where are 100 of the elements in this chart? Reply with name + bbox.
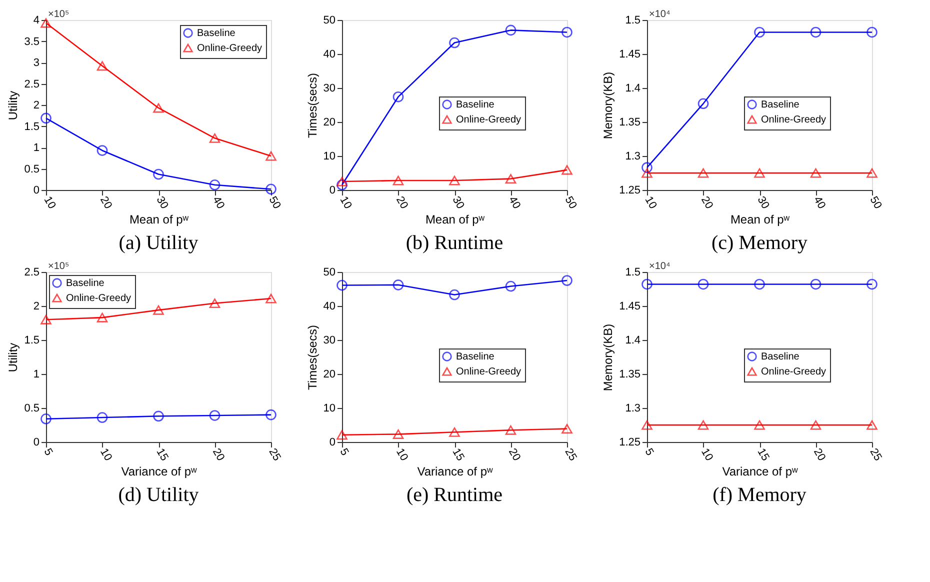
point	[209, 298, 220, 308]
legend-label: Online-Greedy	[456, 366, 522, 378]
point	[96, 312, 108, 322]
legend-label: Online-Greedy	[761, 114, 826, 126]
text: ×10⁴	[649, 9, 670, 20]
x-tick-label: 20	[394, 194, 410, 212]
y-tick-label: 1.3	[625, 150, 640, 162]
point	[392, 280, 404, 290]
x-axis-title: Mean of pʷ	[129, 212, 189, 227]
point	[505, 280, 516, 292]
y-tick-label: 40	[323, 300, 336, 312]
y-tick-label: 3.5	[24, 36, 40, 48]
point	[153, 168, 164, 180]
y-tick-label: 2	[33, 100, 40, 112]
point	[153, 305, 164, 315]
point	[810, 26, 822, 38]
x-tick-label: 5	[41, 446, 55, 458]
y-axis-title: Memory(KB)	[601, 324, 616, 392]
y-tick-label: 20	[323, 368, 336, 380]
legend-label: Baseline	[761, 100, 800, 110]
text: ×10⁵	[48, 9, 70, 20]
point	[209, 133, 220, 143]
legend-label: Online-Greedy	[456, 114, 522, 126]
x-tick-label: 50	[867, 194, 884, 212]
y-tick-label: 1.45	[619, 300, 640, 312]
point	[505, 24, 516, 36]
x-tick-label: 40	[506, 194, 523, 212]
x-axis-title: Mean of pʷ	[425, 212, 485, 227]
y-tick-label: 1.25	[619, 436, 640, 448]
y-tick-label: 1.5	[625, 266, 640, 278]
y-axis-title: Memory(KB)	[601, 72, 616, 140]
x-tick-label: 25	[266, 446, 283, 464]
x-tick-label: 50	[562, 194, 579, 212]
point	[153, 103, 164, 113]
point	[336, 430, 348, 440]
point	[642, 168, 652, 178]
x-tick-label: 10	[394, 446, 410, 464]
text: (a) Utility	[118, 232, 198, 254]
point	[449, 176, 460, 186]
point	[96, 145, 108, 156]
y-axis-title: Times(secs)	[305, 325, 320, 390]
point	[698, 98, 709, 110]
x-tick-label: 20	[811, 446, 828, 464]
y-axis-title: Times(secs)	[305, 73, 320, 138]
x-tick-label: 20	[506, 446, 523, 464]
y-tick-label: 1	[33, 142, 40, 154]
point	[449, 37, 460, 48]
y-tick-label: 1.25	[619, 184, 640, 196]
point	[562, 26, 572, 38]
point	[754, 168, 765, 178]
y-tick-label: 1.4	[625, 82, 640, 94]
x-tick-label: 30	[754, 194, 772, 212]
y-tick-label: 0	[329, 436, 336, 448]
y-tick-label: 2	[33, 300, 40, 312]
y-tick-label: 1.35	[619, 368, 640, 380]
y-tick-label: 4	[33, 14, 40, 26]
point	[698, 168, 709, 178]
y-tick-label: 1.5	[24, 120, 40, 133]
y-tick-label: 2.5	[24, 266, 40, 278]
point	[96, 61, 108, 71]
point	[40, 314, 52, 324]
text: ×10⁵	[48, 261, 70, 272]
y-tick-label: 10	[323, 402, 336, 414]
x-axis-title: Variance of pʷ	[121, 464, 198, 479]
x-tick-label: 15	[154, 446, 170, 464]
point	[336, 176, 348, 186]
legend-label: Online-Greedy	[66, 293, 132, 304]
text: (b) Runtime	[406, 232, 504, 254]
legend-label: Baseline	[761, 352, 800, 362]
y-tick-label: 1	[33, 368, 40, 380]
point	[266, 184, 276, 195]
y-axis-title: Utility	[6, 90, 20, 120]
legend-label: Online-Greedy	[197, 43, 262, 54]
x-tick-label: 20	[210, 446, 227, 464]
point	[40, 413, 52, 424]
x-tick-label: 5	[337, 446, 351, 458]
point	[266, 151, 276, 161]
legend-label: Baseline	[456, 100, 495, 110]
y-tick-label: 1.5	[625, 14, 640, 26]
x-tick-label: 30	[450, 194, 466, 212]
y-tick-label: 1.35	[619, 116, 640, 128]
point	[810, 168, 822, 178]
y-tick-label: 20	[323, 116, 336, 128]
y-tick-label: 1.3	[625, 402, 640, 414]
y-tick-label: 0.5	[24, 163, 40, 176]
point	[866, 168, 878, 178]
point	[40, 18, 52, 28]
point	[266, 294, 276, 304]
point	[562, 424, 572, 434]
point	[449, 289, 460, 300]
y-tick-label: 50	[323, 266, 336, 278]
point	[505, 425, 516, 435]
x-tick-label: 25	[562, 446, 579, 464]
point	[336, 280, 348, 291]
x-axis-title: Mean of pʷ	[730, 212, 790, 227]
point	[866, 26, 878, 38]
text: (e) Runtime	[406, 484, 503, 506]
point	[642, 162, 652, 173]
y-tick-label: 0	[33, 184, 40, 196]
y-tick-label: 1.5	[24, 334, 40, 346]
